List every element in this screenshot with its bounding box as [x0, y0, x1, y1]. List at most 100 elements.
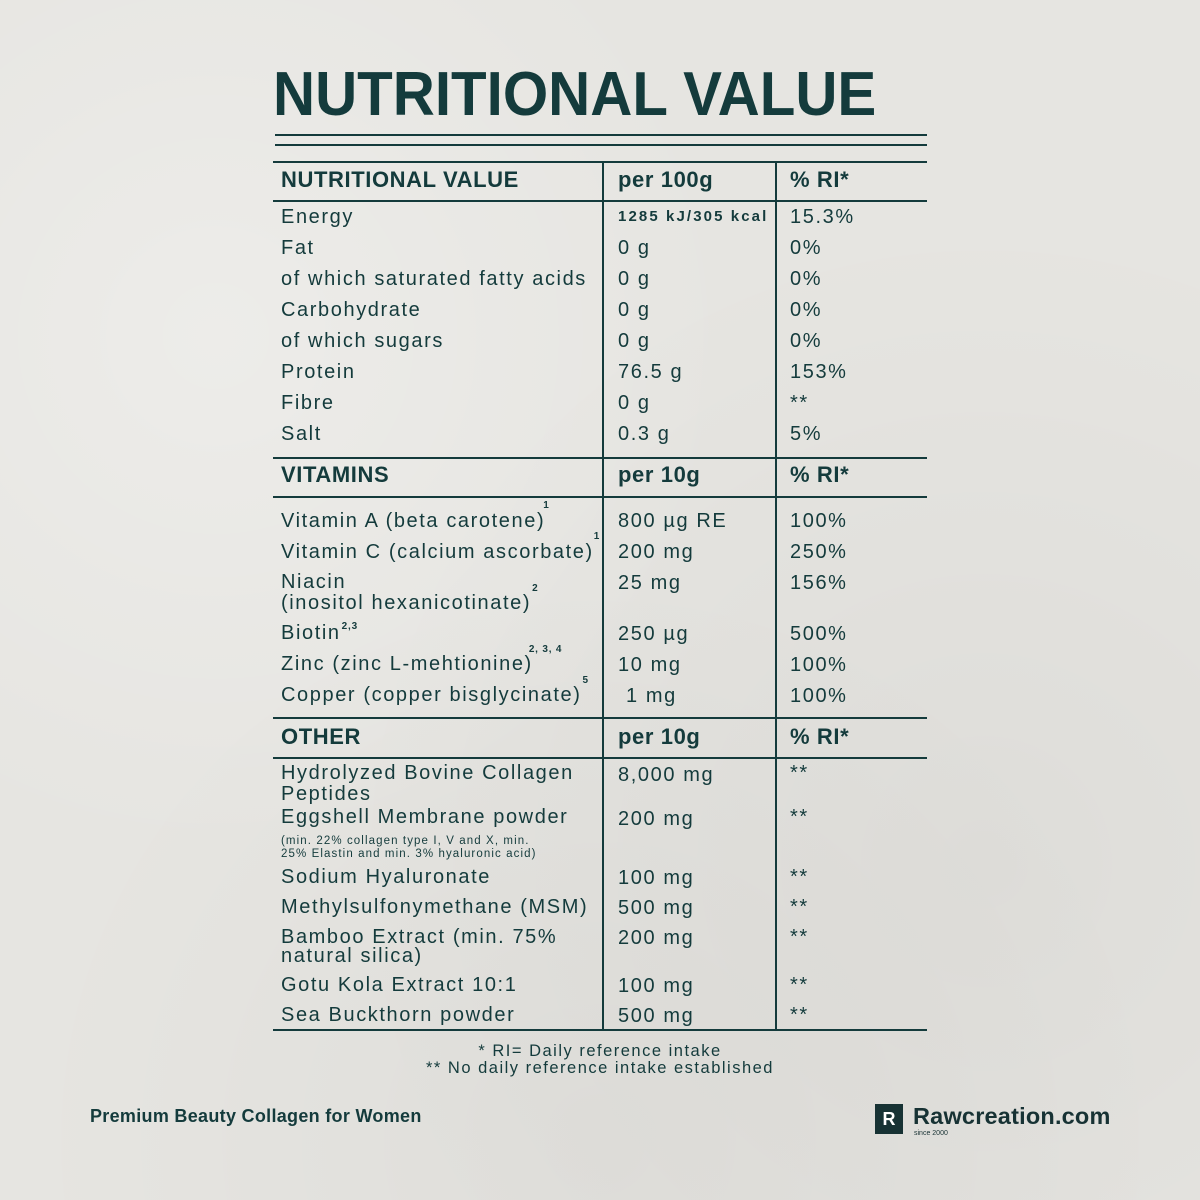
nutrient-name: Zinc (zinc L-mehtionine) [281, 653, 533, 675]
header-amount: per 10g [618, 724, 701, 749]
ingredient-name: Methylsulfonymethane (MSM) [281, 896, 589, 918]
header-label: OTHER [281, 724, 361, 749]
table-divider [273, 757, 927, 759]
column-divider [602, 161, 604, 1031]
ingredient-name: Gotu Kola Extract 10:1 [281, 974, 518, 996]
title-underline [275, 134, 927, 136]
ingredient-name: Sea Buckthorn powder [281, 1004, 516, 1026]
ingredient-name: Eggshell Membrane powder [281, 806, 569, 828]
ingredient-ri: ** [790, 926, 809, 948]
table-row: Eggshell Membrane powder (min. 22% colla… [0, 806, 1200, 860]
nutrient-amount: 76.5 g [618, 361, 684, 383]
table-row: of which saturated fatty acids 0 g 0% [0, 269, 1200, 289]
nutrient-amount: 10 mg [618, 654, 682, 676]
table-row: Carbohydrate 0 g 0% [0, 300, 1200, 320]
header-amount: per 10g [618, 462, 701, 487]
nutrient-ri: 156% [790, 572, 848, 594]
table-row: Sea Buckthorn powder 500 mg ** [0, 1004, 1200, 1027]
ingredient-name: Sodium Hyaluronate [281, 866, 492, 888]
table-row: Sodium Hyaluronate 100 mg ** [0, 866, 1200, 889]
table-divider [273, 161, 927, 163]
ingredient-amount: 200 mg [618, 808, 695, 830]
nutrient-amount: 25 mg [618, 572, 682, 594]
header-ri: % RI* [790, 462, 850, 487]
nutrient-name-cell: Copper (copper bisglycinate)5 [281, 675, 589, 709]
table-row: Bamboo Extract (min. 75% natural silica)… [0, 926, 1200, 966]
nutrient-name-cell: Zinc (zinc L-mehtionine)2, 3, 4 [281, 644, 562, 678]
nutrient-ri: 15.3% [790, 206, 855, 228]
nutrient-name: Salt [281, 423, 322, 445]
nutrient-ri: 0% [790, 268, 823, 290]
ingredient-ri: ** [790, 896, 809, 918]
nutrient-name: Fat [281, 237, 315, 259]
nutrient-name: Niacin [281, 571, 347, 593]
brand-tagline: since 2000 [914, 1130, 948, 1137]
nutrient-amount: 800 µg RE [618, 510, 728, 532]
nutrient-ri: 5% [790, 423, 823, 445]
nutrient-name: Fibre [281, 392, 335, 414]
nutrient-name: Copper (copper bisglycinate) [281, 684, 582, 706]
nutrient-name: (inositol hexanicotinate) [281, 592, 532, 614]
nutrient-amount: 200 mg [618, 541, 695, 563]
footnote-no-ri: ** No daily reference intake established [425, 1059, 774, 1077]
ingredient-name: Bamboo Extract (min. 75% [281, 926, 558, 948]
footnote-ref: 2 [532, 583, 539, 594]
nutrient-ri: ** [790, 392, 809, 414]
nutrient-amount: 0.3 g [618, 423, 671, 445]
footnote-ref: 2,3 [341, 621, 358, 632]
ingredient-ri: ** [790, 974, 809, 996]
nutrient-amount: 1285 kJ/305 kcal [618, 208, 769, 225]
ingredient-ri: ** [790, 806, 809, 828]
nutrient-ri: 0% [790, 330, 823, 352]
footnote-ref: 5 [582, 675, 589, 686]
product-name: Premium Beauty Collagen for Women [90, 1106, 422, 1126]
ingredient-amount: 500 mg [618, 1005, 695, 1027]
ingredient-ri: ** [790, 866, 809, 888]
nutrient-ri: 100% [790, 654, 848, 676]
table-row: Salt 0.3 g 5% [0, 424, 1200, 444]
table-row: Zinc (zinc L-mehtionine)2, 3, 4 10 mg 10… [0, 644, 1200, 676]
table-header-row: OTHER per 10g % RI* [0, 724, 1200, 749]
nutrient-amount: 0 g [618, 237, 651, 259]
nutrient-amount: 1 mg [626, 685, 677, 707]
nutrient-name-cell: Biotin2,3 [281, 621, 358, 647]
ingredient-name: natural silica) [281, 945, 423, 967]
nutrient-name: Biotin [281, 622, 341, 644]
nutrient-ri: 100% [790, 510, 848, 532]
table-row: Gotu Kola Extract 10:1 100 mg ** [0, 974, 1200, 997]
ingredient-amount: 100 mg [618, 867, 695, 889]
table-row: Copper (copper bisglycinate)5 1 mg 100% [0, 675, 1200, 707]
nutrient-amount: 0 g [618, 299, 651, 321]
nutrient-ri: 153% [790, 361, 848, 383]
table-row: Hydrolyzed Bovine Collagen Peptides 8,00… [0, 762, 1200, 804]
nutrient-name: Vitamin A (beta carotene) [281, 510, 546, 532]
table-row: Vitamin A (beta carotene)1 800 µg RE 100… [0, 500, 1200, 532]
nutrient-name-cell: Vitamin C (calcium ascorbate)1 [281, 531, 600, 566]
ingredient-amount: 500 mg [618, 897, 695, 919]
brand-name: Rawcreation.com [913, 1103, 1111, 1129]
table-row: Energy 1285 kJ/305 kcal 15.3% [0, 207, 1200, 227]
ingredient-name: Peptides [281, 783, 372, 805]
table-divider [273, 200, 927, 202]
nutrient-amount: 0 g [618, 392, 651, 414]
table-header-row: VITAMINS per 10g % RI* [0, 462, 1200, 487]
ingredient-ri: ** [790, 1004, 809, 1026]
nutrient-ri: 100% [790, 685, 848, 707]
header-ri: % RI* [790, 724, 850, 749]
ingredient-ri: ** [790, 762, 809, 784]
table-row: Fibre 0 g ** [0, 393, 1200, 413]
ingredient-amount: 8,000 mg [618, 764, 715, 786]
ingredient-note: (min. 22% collagen type I, V and X, min. [281, 835, 530, 847]
footnote-ri: * RI= Daily reference intake [478, 1042, 722, 1060]
table-row: Fat 0 g 0% [0, 238, 1200, 258]
footnote-ref: 2, 3, 4 [528, 644, 563, 655]
ingredient-note: 25% Elastin and min. 3% hyaluronic acid) [281, 848, 537, 860]
nutrient-ri: 500% [790, 623, 848, 645]
ingredient-name: Hydrolyzed Bovine Collagen [281, 762, 574, 784]
header-label: VITAMINS [281, 462, 390, 487]
table-row: of which sugars 0 g 0% [0, 331, 1200, 351]
ingredient-amount: 100 mg [618, 975, 695, 997]
ingredient-amount: 200 mg [618, 927, 695, 949]
page-title: NUTRITIONAL VALUE [273, 60, 877, 129]
nutrient-name-cell: Vitamin A (beta carotene)1 [281, 500, 550, 535]
